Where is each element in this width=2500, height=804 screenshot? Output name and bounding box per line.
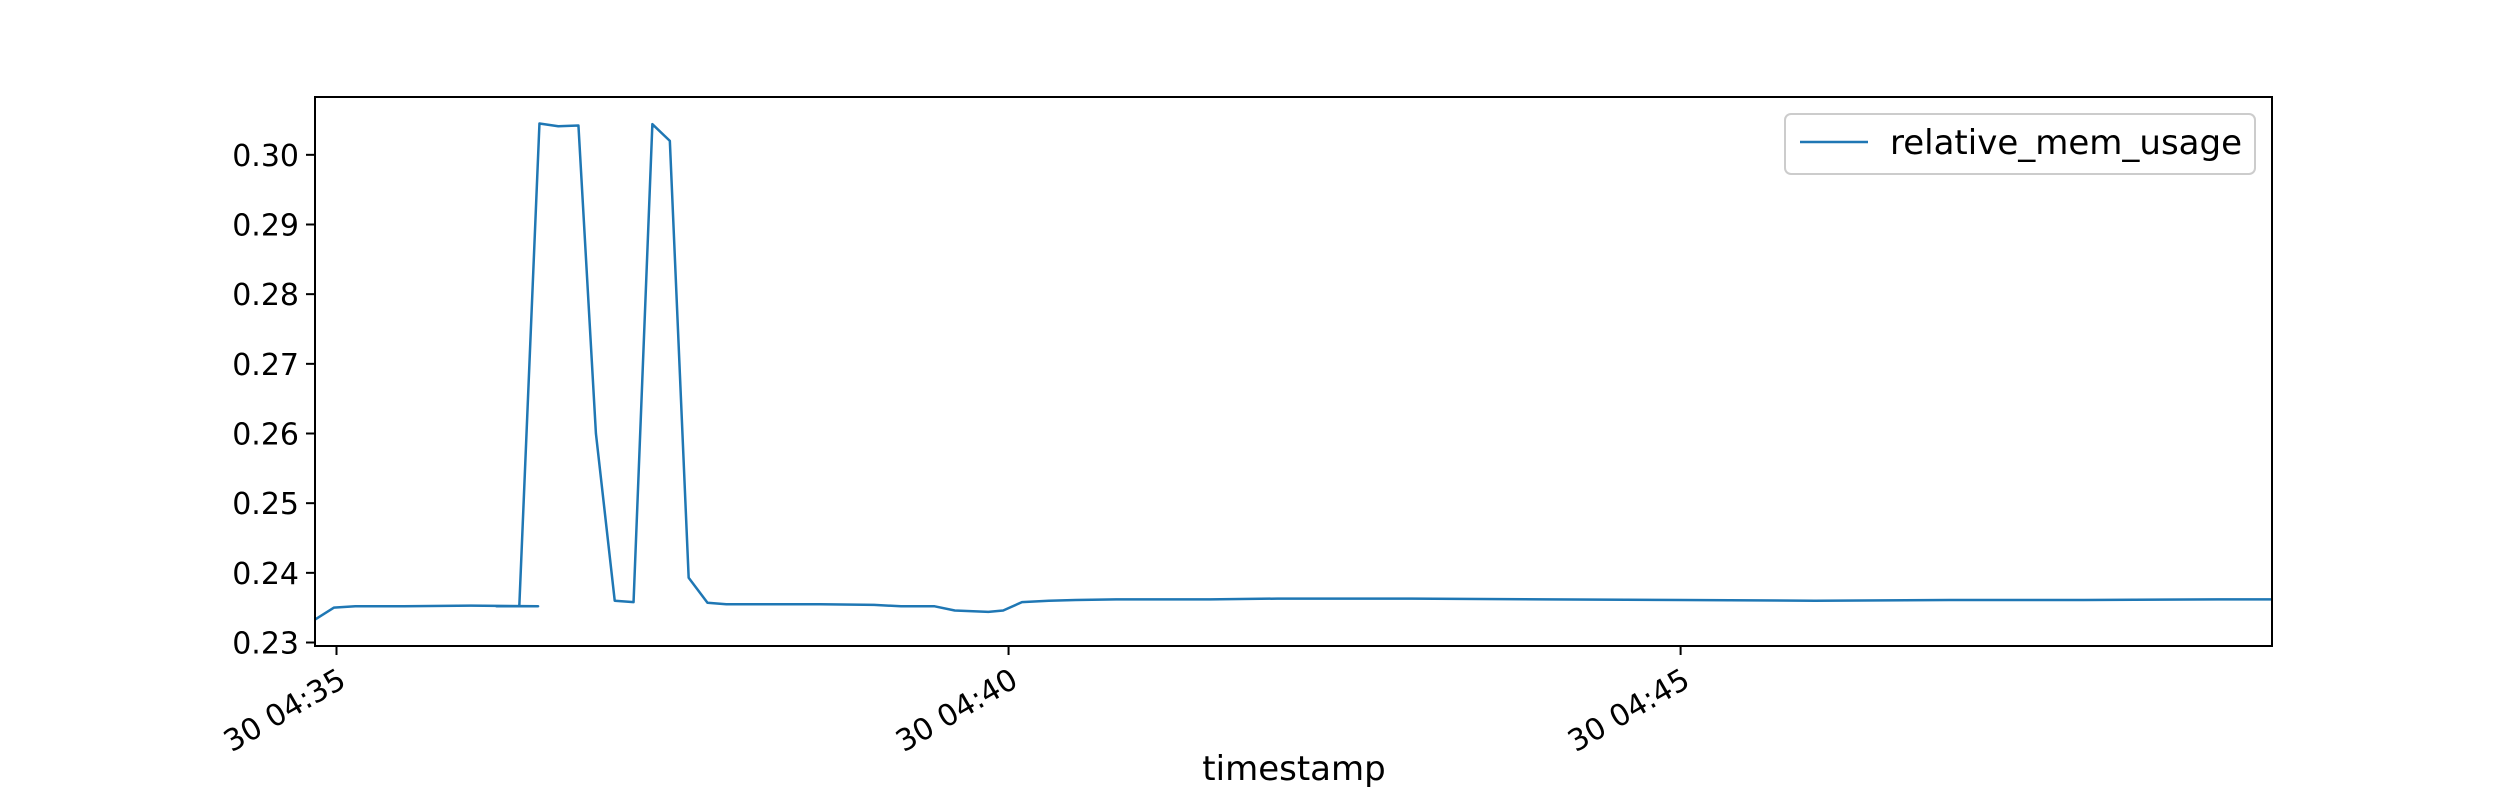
plot-frame [314,96,2273,647]
y-tick-label: 0.27 [232,348,299,383]
legend: relative_mem_usage [1784,113,2256,175]
y-tick-label: 0.25 [232,487,299,522]
y-tick-label: 0.24 [232,557,299,592]
y-tick-label: 0.30 [232,139,299,174]
series-line-relative_mem_usage [314,122,2272,621]
legend-entry-label: relative_mem_usage [1890,123,2242,163]
y-tick-label: 0.28 [232,278,299,313]
series-layer [314,122,2272,621]
y-tick-label: 0.23 [232,627,299,662]
y-tick-label: 0.26 [232,418,299,453]
legend-box [1784,113,2256,175]
axes-layer [314,96,2273,647]
x-axis-label: timestamp [1202,749,1385,789]
y-tick-label: 0.29 [232,208,299,243]
y-axis-ticks: 0.23 0.24 0.25 0.26 0.27 0.28 0.29 0.30 [232,139,315,662]
